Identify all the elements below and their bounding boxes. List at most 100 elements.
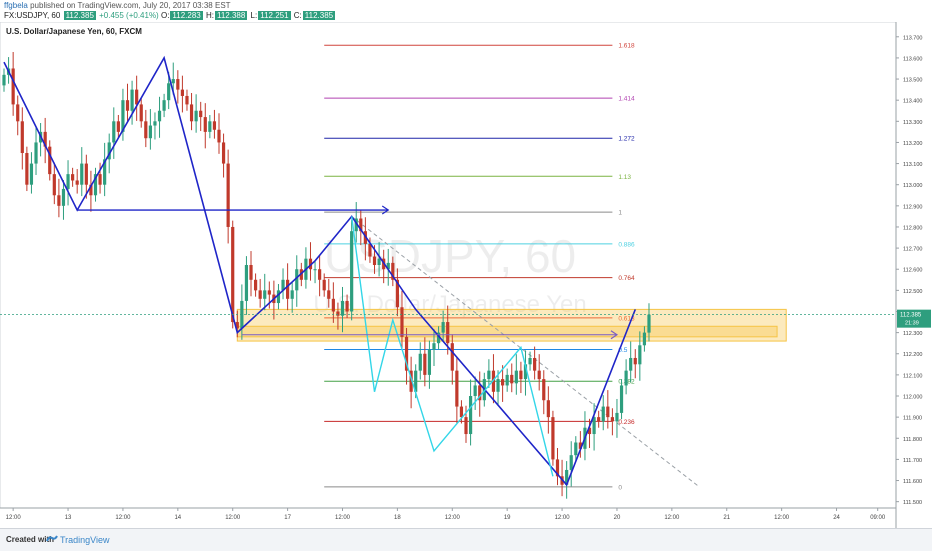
candle-body (569, 455, 573, 470)
high-value: 112.388 (214, 11, 248, 20)
publish-info: ffgbela published on TradingView.com, Ju… (4, 1, 231, 10)
candle-body (153, 121, 157, 126)
y-tick-label: 112.600 (903, 268, 922, 274)
x-tick-label: 24 (833, 515, 840, 521)
candle-body (368, 243, 372, 257)
tradingview-logo-icon (46, 535, 58, 542)
candle-body (157, 110, 162, 122)
candle-body (29, 163, 34, 185)
candle-body (281, 279, 285, 291)
candle-body (638, 345, 642, 365)
y-tick-label: 112.700 (903, 247, 922, 253)
candle-body (606, 406, 610, 418)
candle-body (16, 104, 20, 122)
x-tick-label: 12:00 (6, 515, 22, 521)
symbol-label: FX:USDJPY, 60 (4, 11, 61, 20)
price-axis-panel (896, 22, 932, 528)
price-tag-box (897, 309, 931, 328)
candle-body (519, 370, 523, 380)
candle-body (441, 322, 445, 333)
candle-body (610, 417, 614, 422)
y-tick-label: 112.500 (903, 289, 922, 295)
candle-body (436, 332, 441, 344)
candle-body (395, 279, 399, 308)
publisher-name[interactable]: ffgbela (4, 1, 28, 10)
projection-arrow-head (610, 330, 619, 340)
y-tick-label: 112.300 (903, 331, 922, 337)
low-label: L: (250, 11, 258, 20)
candle-body (459, 406, 464, 418)
y-tick-label: 112.900 (903, 204, 922, 210)
candle-body (350, 231, 354, 312)
price-change: +0.455 (+0.41%) (99, 11, 159, 20)
candle-body (276, 290, 281, 304)
y-tick-label: 113.100 (903, 162, 922, 168)
fib-level-label: 1.618 (618, 43, 635, 50)
candle-body (135, 89, 139, 105)
candle-body (427, 349, 432, 375)
y-tick-label: 113.200 (903, 141, 922, 147)
candle-body (327, 290, 331, 299)
candle-body (400, 307, 404, 337)
candle-body (510, 374, 514, 384)
candle-body (11, 68, 15, 105)
footer-bar: Created with TradingView (0, 528, 932, 551)
y-tick-label: 112.200 (903, 352, 922, 358)
candle-body (551, 417, 555, 460)
chart-area[interactable]: U.S. Dollar/Japanese Yen, 60, FXCM USDJPY… (0, 21, 932, 528)
candle-body (464, 417, 468, 435)
candle-body (501, 379, 505, 386)
candle-body (629, 357, 633, 371)
candle-body (473, 385, 477, 397)
x-tick-label: 12:00 (225, 515, 241, 521)
candle-body (418, 353, 422, 371)
candle-body (496, 379, 500, 392)
candle-body (80, 163, 84, 185)
candle-body (71, 174, 75, 181)
x-tick-label: 13 (65, 515, 72, 521)
candle-body (235, 322, 239, 329)
candle-body (359, 218, 363, 232)
fib-level-label: 0 (618, 484, 622, 491)
y-tick-label: 111.600 (903, 479, 922, 485)
y-tick-label: 111.800 (903, 437, 922, 443)
candle-body (318, 269, 322, 280)
harmonic-pattern-blue (3, 55, 637, 487)
candle-body (423, 353, 427, 375)
candle-body (345, 300, 349, 312)
x-tick-label: 18 (394, 515, 401, 521)
close-label: C: (293, 11, 302, 20)
y-tick-label: 112.800 (903, 225, 922, 231)
created-with-label: Created with (6, 535, 55, 544)
candle-body (121, 100, 125, 132)
fib-level-label: 0.236 (618, 419, 635, 426)
candle-body (180, 89, 184, 96)
y-tick-label: 113.500 (903, 78, 922, 84)
candle-body (377, 258, 381, 265)
candle-body (574, 442, 578, 456)
candle-body (176, 79, 180, 90)
candle-body (208, 121, 212, 132)
candle-body (217, 129, 221, 143)
fib-level-label: 0.618 (618, 315, 635, 322)
candle-body (57, 195, 61, 206)
candle-body (514, 370, 518, 384)
candle-body (432, 343, 436, 350)
price-chart[interactable]: U.S. Dollar/Japanese Yen, 60, FXCM USDJPY… (0, 21, 932, 528)
fib-level-label: 1.272 (618, 136, 635, 143)
candle-body (162, 100, 166, 111)
x-tick-label: 21 (723, 515, 730, 521)
candle-body (48, 146, 52, 175)
price-tag-time: 21:39 (905, 321, 919, 327)
candle-body (624, 370, 628, 386)
candle-body (555, 459, 560, 477)
candle-body (478, 385, 482, 401)
candle-body (89, 184, 93, 196)
candle-body (231, 226, 235, 323)
candle-body (336, 311, 340, 316)
chart-title: U.S. Dollar/Japanese Yen, 60, FXCM (6, 27, 142, 36)
plot-frame (0, 21, 897, 509)
watermark-name: U.S. Dollar/Japanese Yen (313, 291, 587, 318)
candle-body (601, 406, 605, 422)
tradingview-brand[interactable]: TradingView (60, 535, 110, 545)
